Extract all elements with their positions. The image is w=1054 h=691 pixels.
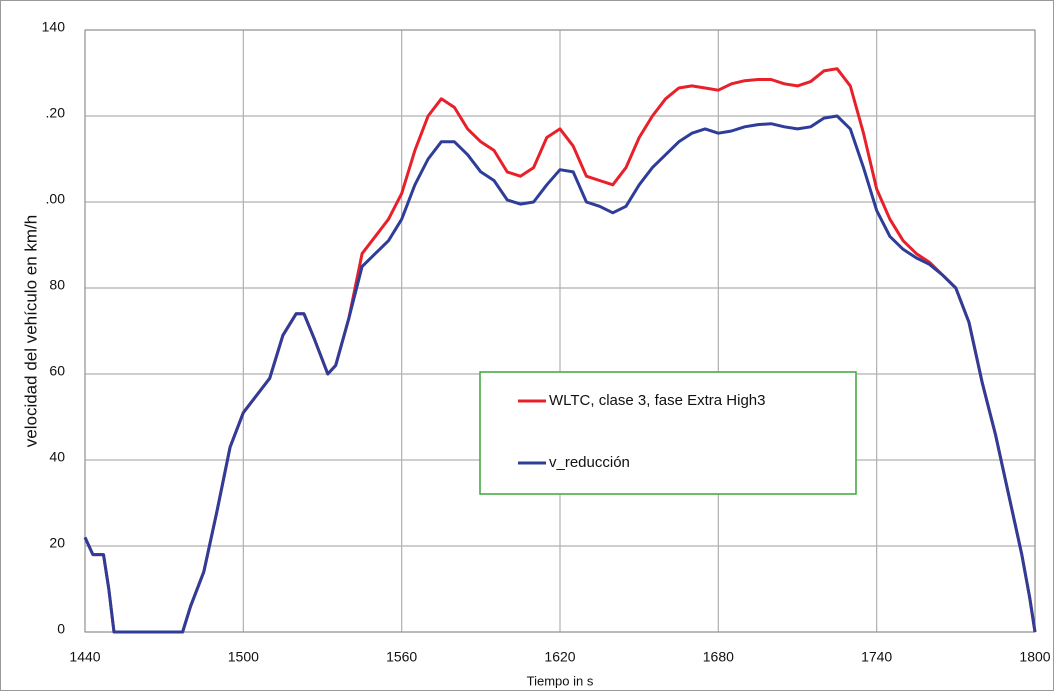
y-tick-label: 80 — [49, 277, 65, 293]
x-tick-label: 1620 — [544, 649, 575, 665]
y-tick-label: 40 — [49, 449, 65, 465]
legend-label: WLTC, clase 3, fase Extra High3 — [549, 392, 765, 409]
series-line — [83, 114, 1037, 634]
legend-box — [479, 371, 857, 495]
y-tick-label: 20 — [49, 535, 65, 551]
y-tick-label: 60 — [49, 363, 65, 379]
plot-border — [84, 29, 1036, 633]
x-tick-label: 1740 — [861, 649, 892, 665]
x-tick-label: 1440 — [69, 649, 100, 665]
y-axis-label: velocidad del vehículo en km/h — [21, 215, 40, 447]
x-tick-label: 1680 — [703, 649, 734, 665]
legend-label: v_reducción — [549, 454, 630, 471]
x-tick-label: 1560 — [386, 649, 417, 665]
y-tick-label: .00 — [46, 191, 66, 207]
y-tick-label: .20 — [46, 105, 66, 121]
x-axis-label: Tiempo in s — [527, 673, 594, 688]
x-tick-label: 1800 — [1019, 649, 1050, 665]
y-tick-label: 0 — [57, 621, 65, 637]
y-tick-label: 140 — [42, 19, 66, 35]
x-tick-label: 1500 — [228, 649, 259, 665]
